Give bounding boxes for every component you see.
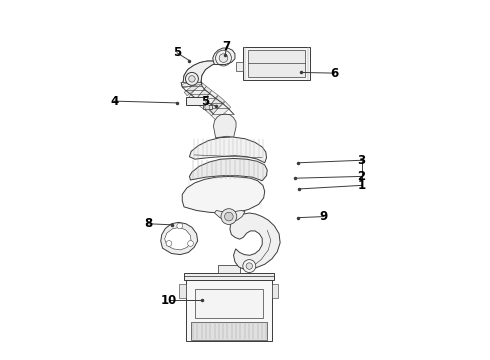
Polygon shape (182, 176, 265, 213)
Polygon shape (236, 62, 243, 71)
Polygon shape (191, 321, 267, 339)
Polygon shape (214, 114, 236, 138)
Polygon shape (179, 284, 186, 298)
Polygon shape (213, 48, 235, 64)
Circle shape (224, 212, 233, 221)
Polygon shape (218, 265, 240, 273)
Polygon shape (189, 82, 206, 102)
Polygon shape (183, 61, 232, 82)
Text: 5: 5 (173, 46, 181, 59)
Text: 2: 2 (358, 170, 366, 183)
Circle shape (186, 72, 198, 85)
Polygon shape (184, 80, 202, 96)
Polygon shape (165, 227, 191, 250)
Circle shape (189, 76, 195, 82)
Text: 3: 3 (358, 154, 366, 167)
Text: 5: 5 (201, 95, 210, 108)
Polygon shape (184, 273, 274, 280)
Text: 10: 10 (161, 294, 177, 307)
Polygon shape (243, 46, 310, 80)
Circle shape (221, 209, 237, 225)
Polygon shape (215, 211, 245, 221)
Polygon shape (205, 95, 224, 116)
Polygon shape (194, 86, 212, 106)
Circle shape (166, 240, 172, 246)
Circle shape (205, 105, 210, 110)
Polygon shape (190, 137, 267, 163)
Polygon shape (203, 105, 212, 109)
Polygon shape (186, 97, 207, 105)
Text: 8: 8 (144, 217, 152, 230)
Polygon shape (200, 90, 218, 111)
Polygon shape (211, 102, 231, 121)
Text: 1: 1 (358, 179, 366, 192)
Text: 9: 9 (320, 210, 328, 223)
Text: 7: 7 (222, 40, 230, 53)
Text: 6: 6 (331, 67, 339, 80)
Polygon shape (272, 284, 278, 298)
Circle shape (188, 240, 194, 246)
Polygon shape (161, 222, 197, 255)
Polygon shape (230, 213, 280, 270)
Circle shape (246, 263, 252, 269)
Polygon shape (190, 158, 267, 181)
Circle shape (177, 223, 183, 229)
Circle shape (243, 260, 256, 273)
Polygon shape (181, 81, 201, 88)
Polygon shape (247, 50, 305, 77)
Polygon shape (186, 280, 272, 341)
Text: 4: 4 (110, 95, 118, 108)
Circle shape (219, 54, 228, 62)
Polygon shape (195, 289, 263, 318)
